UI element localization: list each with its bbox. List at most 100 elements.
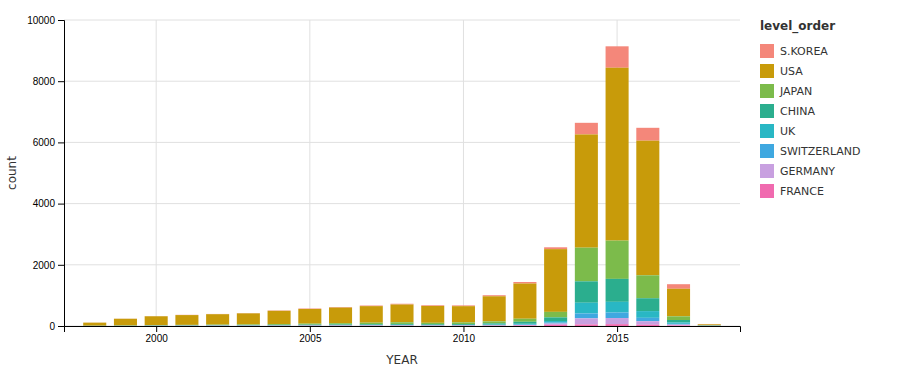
- bar: [390, 325, 413, 326]
- bar: [513, 324, 536, 325]
- bar: [606, 68, 629, 241]
- bar: [145, 325, 168, 326]
- legend-swatch: [760, 64, 774, 78]
- bar: [513, 325, 536, 326]
- bar: [575, 134, 598, 247]
- bar: [298, 323, 321, 325]
- bar: [83, 323, 106, 326]
- bar: [452, 306, 475, 322]
- bar: [667, 320, 690, 322]
- bar-series: [83, 279, 721, 326]
- bar: [298, 325, 321, 326]
- bar: [544, 312, 567, 318]
- bar: [114, 325, 137, 326]
- bar: [298, 324, 321, 326]
- bar: [360, 323, 383, 324]
- bar: [268, 325, 291, 326]
- bar-series: [83, 68, 721, 326]
- bar: [206, 325, 229, 326]
- chart-svg: 20002005201020150200040006000800010000YE…: [0, 0, 900, 374]
- bar: [636, 311, 659, 318]
- tick-label: 10000: [27, 15, 55, 26]
- tick: 0: [49, 321, 64, 332]
- legend-item: GERMANY: [760, 164, 835, 178]
- bar: [698, 325, 721, 326]
- bar: [237, 325, 260, 326]
- bar: [544, 317, 567, 321]
- tick: 2010: [453, 326, 476, 344]
- tick-label: 0: [49, 321, 55, 332]
- legend: level_orderS.KOREAUSAJAPANCHINAUKSWITZER…: [760, 19, 861, 198]
- bar: [83, 325, 106, 326]
- bar: [83, 325, 106, 326]
- grid-line-x: [309, 20, 310, 326]
- bar: [575, 324, 598, 326]
- legend-label: JAPAN: [779, 85, 812, 98]
- bar: [452, 322, 475, 324]
- bar: [452, 325, 475, 326]
- bar: [145, 325, 168, 326]
- tick-mark: [58, 265, 64, 266]
- bar: [698, 325, 721, 326]
- bar: [175, 325, 198, 326]
- bar: [298, 325, 321, 326]
- bar: [360, 325, 383, 326]
- bar: [206, 314, 229, 324]
- bar: [114, 325, 137, 326]
- tick: 6000: [33, 137, 64, 148]
- bar: [544, 249, 567, 312]
- legend-swatch: [760, 184, 774, 198]
- bar: [606, 324, 629, 326]
- bar: [145, 325, 168, 326]
- bar: [329, 308, 352, 324]
- bar: [483, 321, 506, 323]
- bar: [329, 323, 352, 324]
- legend-item: CHINA: [760, 104, 815, 118]
- bar: [513, 322, 536, 324]
- bar: [421, 306, 444, 323]
- bar: [606, 313, 629, 319]
- plot-area: 20002005201020150200040006000800010000: [27, 15, 740, 344]
- bar: [268, 325, 291, 326]
- bar: [268, 311, 291, 324]
- bar: [298, 325, 321, 326]
- bar: [329, 324, 352, 326]
- grid: [64, 20, 740, 326]
- bar: [145, 325, 168, 326]
- bar: [698, 325, 721, 326]
- bar: [513, 282, 536, 284]
- bar: [483, 323, 506, 324]
- bar-series: [83, 302, 721, 326]
- bar-series: [83, 318, 721, 326]
- bar: [421, 325, 444, 326]
- tick: 4000: [33, 198, 64, 209]
- bar: [667, 289, 690, 317]
- bar: [575, 123, 598, 135]
- tick-mark: [463, 326, 464, 332]
- bar: [268, 323, 291, 325]
- bar: [360, 324, 383, 326]
- bar: [329, 325, 352, 326]
- legend-item: UK: [760, 124, 796, 138]
- grid-line-x: [156, 20, 157, 326]
- bar: [175, 325, 198, 326]
- bar: [698, 324, 721, 326]
- legend-label: FRANCE: [780, 185, 824, 198]
- bar-series: [83, 313, 721, 326]
- bar: [390, 323, 413, 325]
- tick: 2000: [146, 326, 169, 344]
- bar: [114, 325, 137, 326]
- bar: [544, 321, 567, 323]
- bar: [298, 325, 321, 326]
- bar: [575, 303, 598, 314]
- bar: [421, 325, 444, 326]
- y-axis-title: count: [5, 156, 19, 190]
- y-axis: 0200040006000800010000: [27, 15, 64, 332]
- bar: [83, 325, 106, 326]
- bar: [698, 323, 721, 324]
- bar: [606, 46, 629, 67]
- bar: [237, 325, 260, 326]
- bar: [667, 284, 690, 289]
- bar: [268, 325, 291, 326]
- bar: [483, 325, 506, 326]
